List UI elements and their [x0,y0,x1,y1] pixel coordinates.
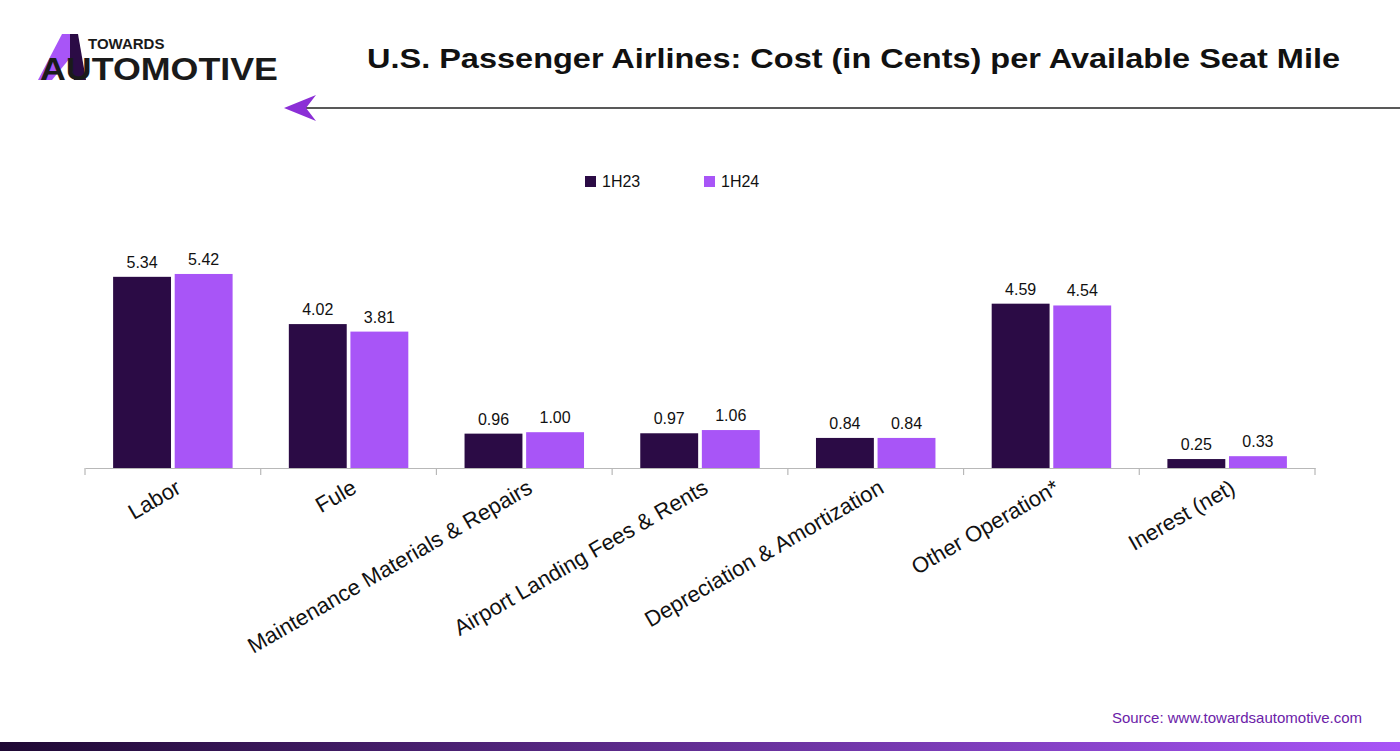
bar [289,324,347,468]
arrow-head [284,95,316,121]
category-separator [84,468,85,475]
x-tick-label: Maintenance Materials & Repairs [243,475,536,659]
bar [992,304,1050,468]
footer-band [0,742,1400,751]
data-label: 4.59 [1005,281,1036,298]
bar [350,332,408,468]
logo: TOWARDSAUTOMOTIVE [38,34,278,87]
x-tick: Labor [124,475,185,525]
legend-label: 1H24 [721,173,759,190]
legend-swatch [704,176,715,187]
category-separator [787,468,788,475]
x-tick-label: Inerest (net) [1124,475,1239,556]
category-separator [1139,468,1140,475]
x-tick-label: Other Operation* [907,474,1064,579]
data-label: 1.00 [540,409,571,426]
category-separator [612,468,613,475]
data-label: 5.34 [126,254,157,271]
title: U.S. Passenger Airlines: Cost (in Cents)… [367,43,1340,74]
source: Source: www.towardsautomotive.com [1112,709,1362,726]
legend-item: 1H23 [585,173,640,190]
bar [175,274,233,468]
data-label: 0.97 [654,410,685,427]
data-label: 3.81 [364,309,395,326]
data-labels: 5.34 4.02 0.96 0.97 0.84 4.59 0.25 5.42 3.81 1.00… [126,251,1273,453]
data-label: 0.84 [829,415,860,432]
bar [816,438,874,468]
data-label: 0.25 [1181,436,1212,453]
bar [465,434,523,468]
bar [1229,456,1287,468]
category-separator [1314,468,1315,475]
legend-label: 1H23 [602,173,640,190]
bars [113,274,1287,468]
x-tick: Inerest (net) [1124,475,1239,556]
data-label: 4.54 [1067,282,1098,299]
x-tick-label: Depreciation & Amortization [640,475,888,632]
x-tick: Maintenance Materials & Repairs [243,475,536,659]
legend-item: 1H24 [704,173,759,190]
data-label: 0.84 [891,415,922,432]
data-label: 0.33 [1242,433,1273,450]
category-separator [260,468,261,475]
bar [526,432,584,468]
separators [85,468,1315,475]
data-label: 0.96 [478,411,509,428]
legend: 1H23 1H24 [585,173,759,190]
bar [113,277,171,468]
x-axis-line [86,468,1316,469]
legend-swatch [585,176,596,187]
bar [702,430,760,468]
chart: TOWARDSAUTOMOTIVE U.S. Passenger Airlines… [0,0,1400,751]
x-tick: Depreciation & Amortization [640,475,888,632]
x-tick: Fule [311,475,361,518]
logo-bottom: AUTOMOTIVE [40,52,278,87]
category-separator [963,468,964,475]
bar [640,433,698,468]
logo-top: TOWARDS [88,35,164,52]
x-tick-label: Labor [124,475,185,525]
bar [878,438,936,468]
divider [300,107,1400,109]
category-separator [436,468,437,475]
bar [1053,305,1111,468]
data-label: 4.02 [302,301,333,318]
data-label: 5.42 [188,251,219,268]
data-label: 1.06 [715,407,746,424]
x-axis: Labor FuleMaintenance Materials & Repairs… [86,469,1316,659]
x-tick: Other Operation* [907,474,1064,579]
bar [1167,459,1225,468]
x-tick-label: Fule [311,475,361,518]
